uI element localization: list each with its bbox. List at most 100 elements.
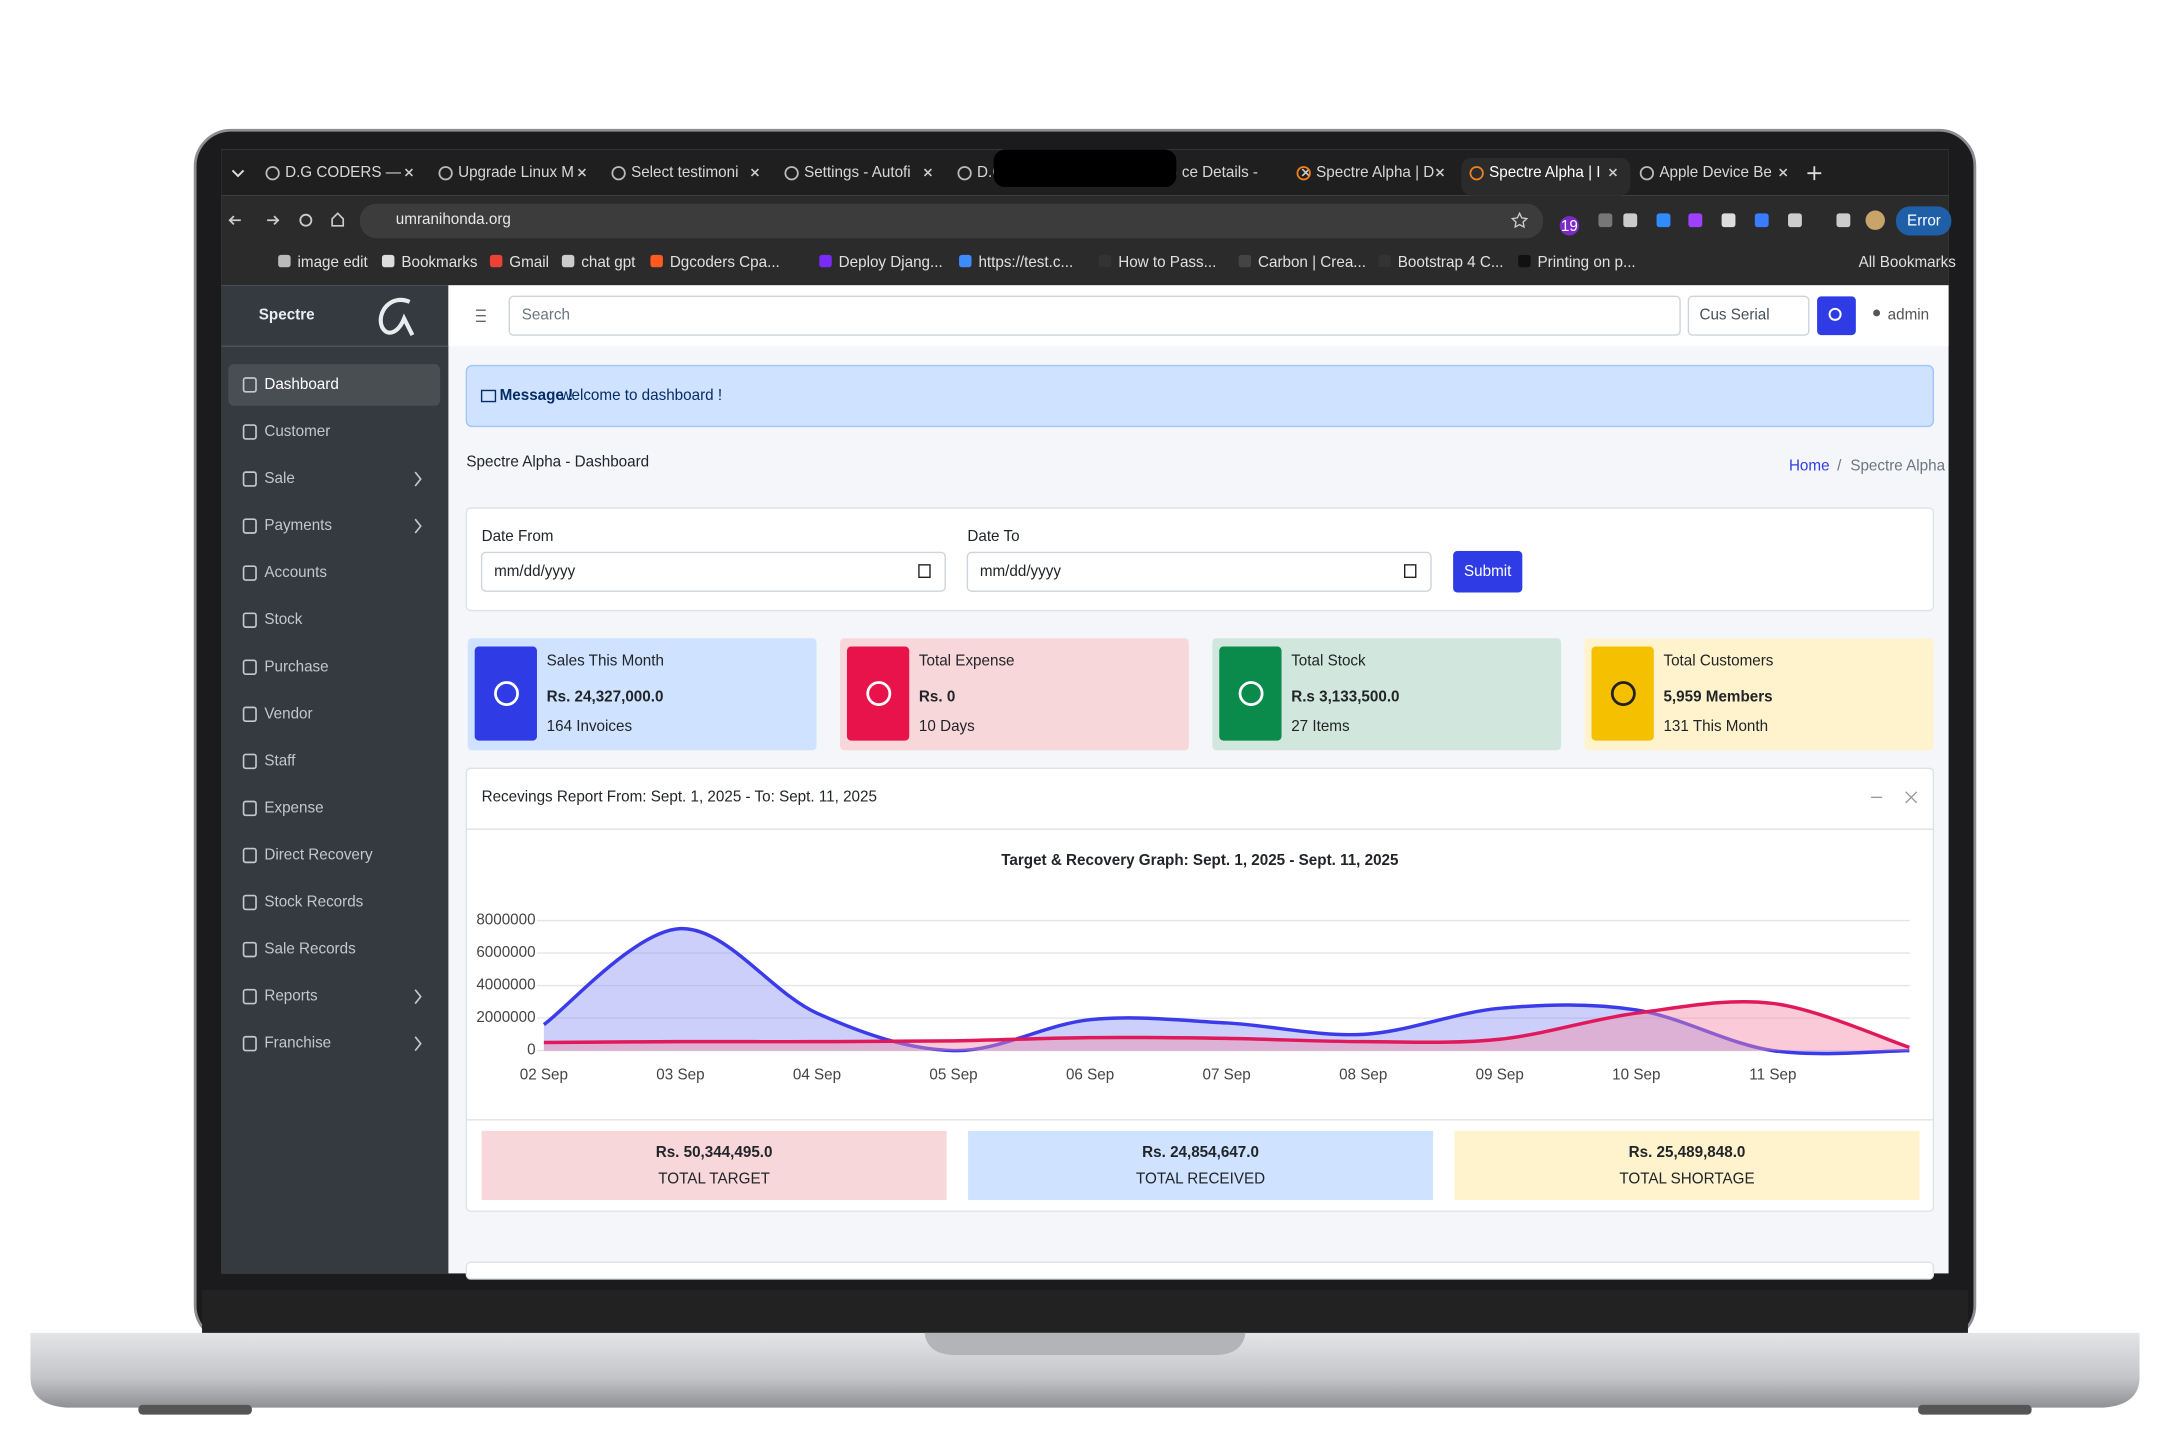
tab-close[interactable]: [1608, 168, 1618, 177]
bookmark-icon: [819, 254, 832, 268]
bookmark[interactable]: image edit: [298, 254, 369, 271]
user-name[interactable]: admin: [1888, 307, 1929, 324]
tab-close[interactable]: [1435, 168, 1445, 177]
tab-title[interactable]: Upgrade Linux M: [458, 164, 574, 181]
bookmark[interactable]: https://test.c...: [978, 254, 1073, 271]
breadcrumb-link[interactable]: Home: [1789, 458, 1830, 475]
back-button[interactable]: [228, 215, 241, 226]
profile-pill[interactable]: [1895, 206, 1952, 236]
series-line: [543, 1000, 1910, 1049]
nav-item[interactable]: Sale: [264, 470, 294, 487]
bookmark[interactable]: Gmail: [509, 254, 549, 271]
bookmark-icon: [381, 254, 395, 268]
nav-item[interactable]: Accounts: [264, 564, 327, 581]
tab-title[interactable]: Spectre Alpha | I: [1489, 164, 1600, 181]
bookmark[interactable]: Bootstrap 4 C...: [1398, 254, 1504, 271]
bookmark[interactable]: Dgcoders Cpa...: [670, 254, 780, 271]
bookmark[interactable]: Bookmarks: [401, 254, 478, 271]
stat-card: [1584, 638, 1934, 751]
nav-icon: [242, 800, 257, 817]
bookmark-icon: [1378, 254, 1391, 268]
nav-icon: [242, 659, 257, 676]
nav-item[interactable]: Stock: [264, 611, 302, 628]
bookmark-icon: [959, 254, 972, 268]
chart-title: Target & Recovery Graph: Sept. 1, 2025 -…: [1001, 852, 1399, 869]
nav-chevron: [414, 471, 422, 487]
nav-item[interactable]: Reports: [264, 988, 318, 1005]
extension-icon[interactable]: [1656, 213, 1671, 228]
tab-title[interactable]: Select testimoni: [631, 164, 738, 181]
bookmark-star[interactable]: [1510, 211, 1529, 229]
profile-status: Error: [1907, 213, 1941, 230]
extension-icon[interactable]: [1721, 213, 1736, 228]
tab-close[interactable]: [1779, 168, 1788, 177]
tab-close[interactable]: [750, 168, 759, 177]
serial-input[interactable]: [1687, 295, 1810, 336]
stat-value: Rs. 24,327,000.0: [547, 689, 664, 706]
forward-button[interactable]: [267, 215, 280, 226]
extension-icon[interactable]: [1788, 213, 1802, 228]
close-button[interactable]: [1905, 791, 1918, 804]
bookmark[interactable]: Printing on p...: [1538, 254, 1636, 271]
nav-item[interactable]: Purchase: [264, 658, 328, 675]
tab-close[interactable]: [404, 168, 413, 177]
avatar[interactable]: [1865, 210, 1885, 230]
nav-item[interactable]: Dashboard: [264, 376, 338, 393]
nav-item[interactable]: Sale Records: [264, 941, 356, 958]
stat-icon-box: [846, 646, 910, 741]
field-label: Date To: [967, 528, 1019, 545]
nav-item[interactable]: Stock Records: [264, 894, 363, 911]
extension-icon[interactable]: [1623, 213, 1638, 228]
extension-icon[interactable]: [1836, 213, 1851, 228]
tab-title[interactable]: Spectre Alpha | D: [1316, 164, 1434, 181]
brand-logo: [378, 297, 415, 337]
nav-item[interactable]: Franchise: [264, 1035, 331, 1052]
nav-item[interactable]: Expense: [264, 799, 323, 816]
reload-button[interactable]: [299, 213, 313, 227]
tab-favicon: [784, 166, 799, 181]
menu-toggle[interactable]: [476, 309, 486, 322]
url[interactable]: umranihonda.org: [396, 211, 511, 228]
tab-menu[interactable]: [231, 169, 245, 178]
stat-icon: [1610, 681, 1636, 707]
nav-icon: [242, 941, 257, 958]
bookmark[interactable]: Carbon | Crea...: [1258, 254, 1366, 271]
submit-button[interactable]: [1453, 551, 1523, 593]
tab-close[interactable]: [577, 168, 586, 177]
tab-title[interactable]: ce Details -: [1182, 164, 1258, 181]
bookmark-icon: [278, 254, 291, 268]
stat-icon-box: [474, 646, 537, 741]
stat-value: Rs. 0: [919, 689, 955, 706]
address-bar[interactable]: [359, 203, 1544, 239]
field-label: Date From: [482, 528, 554, 545]
date-input[interactable]: [966, 551, 1432, 592]
tab-title[interactable]: Settings - Autofi: [804, 164, 911, 181]
home-button[interactable]: [331, 212, 345, 227]
new-tab[interactable]: [1807, 166, 1822, 181]
nav-item[interactable]: Vendor: [264, 705, 312, 722]
bookmark[interactable]: How to Pass...: [1118, 254, 1216, 271]
tab-title[interactable]: D.G CODERS —: [285, 164, 402, 181]
all-bookmarks[interactable]: All Bookmarks: [1859, 254, 1957, 271]
nav-item[interactable]: Payments: [264, 517, 332, 534]
tab-close[interactable]: [923, 168, 932, 177]
search-input[interactable]: [508, 295, 1681, 336]
extension-icon[interactable]: [1754, 213, 1769, 228]
tab-title[interactable]: Apple Device Be: [1659, 164, 1772, 181]
submit-label: Submit: [1464, 563, 1512, 580]
nav-item[interactable]: Customer: [264, 423, 330, 440]
nav-item[interactable]: Direct Recovery: [264, 846, 373, 863]
bookmark[interactable]: chat gpt: [581, 254, 636, 271]
stat-value: R.s 3,133,500.0: [1291, 689, 1399, 706]
tab-close[interactable]: [1301, 168, 1310, 177]
extension-icon[interactable]: [1598, 213, 1613, 228]
total-label: TOTAL SHORTAGE: [1619, 1170, 1754, 1187]
nav-icon: [242, 1035, 257, 1052]
total-label: TOTAL TARGET: [658, 1170, 770, 1187]
search-button[interactable]: [1817, 296, 1856, 336]
bookmark[interactable]: Deploy Djang...: [839, 254, 943, 271]
date-input[interactable]: [480, 551, 946, 592]
nav-item[interactable]: Staff: [264, 752, 296, 769]
extension-icon[interactable]: [1688, 213, 1703, 228]
